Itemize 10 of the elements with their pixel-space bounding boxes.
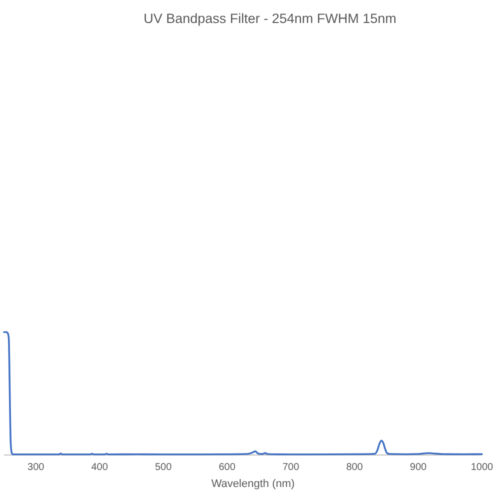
x-tick-label: 1000 [470,462,494,473]
x-tick-label: 600 [218,462,236,473]
x-tick-label: 700 [282,462,300,473]
x-tick-label: 500 [154,462,172,473]
x-tick-label: 900 [410,462,428,473]
x-tick-label: 300 [28,462,45,473]
x-axis-title: Wavelength (nm) [211,478,295,490]
x-tick-label: 400 [91,462,108,473]
x-tick-label: 800 [346,462,364,473]
chart-title: UV Bandpass Filter - 254nm FWHM 15nm [144,11,396,26]
